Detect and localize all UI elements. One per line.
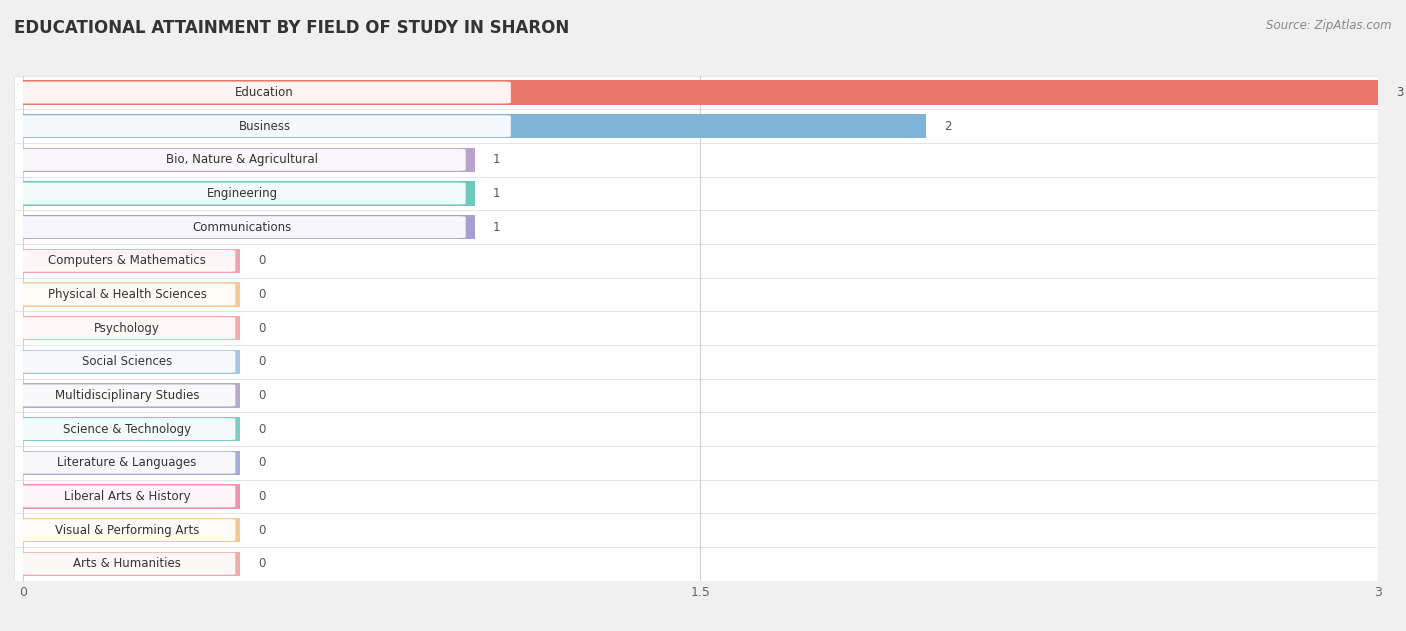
Text: 0: 0: [257, 322, 266, 334]
Text: Source: ZipAtlas.com: Source: ZipAtlas.com: [1267, 19, 1392, 32]
Text: Visual & Performing Arts: Visual & Performing Arts: [55, 524, 200, 536]
Text: 2: 2: [945, 120, 952, 133]
FancyBboxPatch shape: [18, 81, 510, 103]
Bar: [22, 148, 475, 172]
Text: 0: 0: [257, 524, 266, 536]
FancyBboxPatch shape: [18, 115, 510, 137]
Bar: [22, 350, 240, 374]
Text: EDUCATIONAL ATTAINMENT BY FIELD OF STUDY IN SHARON: EDUCATIONAL ATTAINMENT BY FIELD OF STUDY…: [14, 19, 569, 37]
FancyBboxPatch shape: [18, 553, 235, 575]
Bar: [14, 109, 1378, 143]
Text: Business: Business: [239, 120, 291, 133]
FancyBboxPatch shape: [18, 149, 465, 171]
FancyBboxPatch shape: [18, 351, 235, 373]
Bar: [22, 80, 1378, 105]
FancyBboxPatch shape: [18, 283, 235, 305]
Bar: [22, 383, 240, 408]
Bar: [22, 484, 240, 509]
Bar: [22, 451, 240, 475]
Text: 0: 0: [257, 355, 266, 369]
Bar: [14, 446, 1378, 480]
Bar: [14, 513, 1378, 547]
Text: Psychology: Psychology: [94, 322, 160, 334]
Text: 0: 0: [257, 288, 266, 301]
Bar: [22, 249, 240, 273]
Bar: [14, 76, 1378, 109]
Bar: [22, 181, 475, 206]
Bar: [14, 244, 1378, 278]
Text: Liberal Arts & History: Liberal Arts & History: [63, 490, 190, 503]
Bar: [22, 215, 475, 239]
Text: 0: 0: [257, 456, 266, 469]
Bar: [14, 345, 1378, 379]
Text: 0: 0: [257, 254, 266, 268]
Bar: [14, 210, 1378, 244]
Bar: [14, 177, 1378, 210]
FancyBboxPatch shape: [18, 216, 465, 238]
Text: 0: 0: [257, 389, 266, 402]
Text: 3: 3: [1396, 86, 1403, 99]
Text: 0: 0: [257, 490, 266, 503]
Text: 0: 0: [257, 423, 266, 435]
FancyBboxPatch shape: [18, 418, 235, 440]
Bar: [14, 311, 1378, 345]
FancyBboxPatch shape: [18, 317, 235, 339]
FancyBboxPatch shape: [18, 250, 235, 272]
Text: Engineering: Engineering: [207, 187, 277, 200]
Text: Communications: Communications: [193, 221, 291, 233]
FancyBboxPatch shape: [18, 485, 235, 507]
Text: Multidisciplinary Studies: Multidisciplinary Studies: [55, 389, 200, 402]
Bar: [14, 480, 1378, 513]
Text: Social Sciences: Social Sciences: [82, 355, 172, 369]
Text: Literature & Languages: Literature & Languages: [58, 456, 197, 469]
Text: Education: Education: [235, 86, 294, 99]
FancyBboxPatch shape: [18, 452, 235, 474]
Text: 1: 1: [492, 187, 501, 200]
Bar: [14, 412, 1378, 446]
Bar: [14, 278, 1378, 311]
Text: Computers & Mathematics: Computers & Mathematics: [48, 254, 205, 268]
Bar: [14, 379, 1378, 412]
Text: Bio, Nature & Agricultural: Bio, Nature & Agricultural: [166, 153, 318, 167]
Text: Science & Technology: Science & Technology: [63, 423, 191, 435]
Bar: [14, 547, 1378, 581]
Bar: [22, 551, 240, 576]
Bar: [22, 316, 240, 340]
Text: 1: 1: [492, 221, 501, 233]
Bar: [22, 417, 240, 441]
FancyBboxPatch shape: [18, 519, 235, 541]
Bar: [22, 282, 240, 307]
Text: 1: 1: [492, 153, 501, 167]
Text: 0: 0: [257, 557, 266, 570]
Bar: [22, 114, 927, 138]
Text: Physical & Health Sciences: Physical & Health Sciences: [48, 288, 207, 301]
Bar: [22, 518, 240, 542]
FancyBboxPatch shape: [18, 384, 235, 406]
FancyBboxPatch shape: [18, 182, 465, 204]
Bar: [14, 143, 1378, 177]
Text: Arts & Humanities: Arts & Humanities: [73, 557, 181, 570]
